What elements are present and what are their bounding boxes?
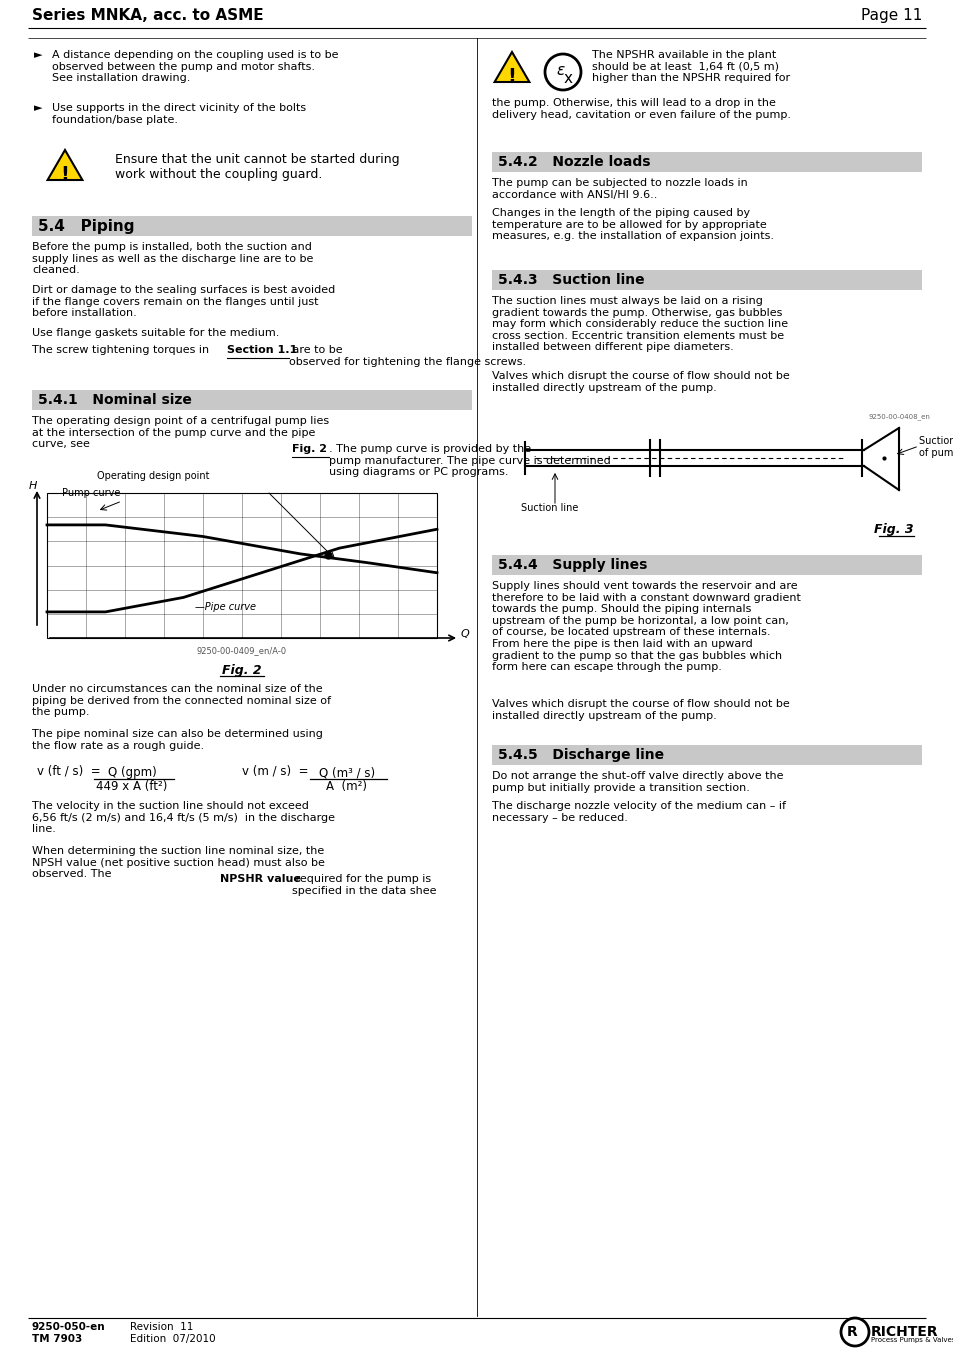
Text: 9250-00-0408_en: 9250-00-0408_en	[868, 413, 930, 420]
Text: Page 11: Page 11	[860, 8, 921, 23]
Text: The velocity in the suction line should not exceed
6,56 ft/s (2 m/s) and 16,4 ft: The velocity in the suction line should …	[32, 801, 335, 834]
Text: Revision  11: Revision 11	[130, 1323, 193, 1332]
Polygon shape	[48, 150, 82, 180]
Text: v (m / s)  =: v (m / s) =	[242, 765, 308, 778]
Text: Q (gpm): Q (gpm)	[108, 766, 156, 780]
Text: Changes in the length of the piping caused by
temperature are to be allowed for : Changes in the length of the piping caus…	[492, 208, 773, 242]
Bar	[32, 390, 472, 409]
Text: A distance depending on the coupling used is to be
observed between the pump and: A distance depending on the coupling use…	[52, 50, 338, 84]
Text: v (ft / s)  =: v (ft / s) =	[37, 765, 100, 778]
Text: required for the pump is
specified in the data shee: required for the pump is specified in th…	[292, 874, 436, 896]
Text: Pump curve—: Pump curve—	[62, 488, 130, 499]
Text: 9250-00-0409_en/A-0: 9250-00-0409_en/A-0	[196, 646, 287, 655]
Text: the pump. Otherwise, this will lead to a drop in the
delivery head, cavitation o: the pump. Otherwise, this will lead to a…	[492, 99, 790, 120]
Polygon shape	[494, 51, 529, 82]
Text: The operating design point of a centrifugal pump lies
at the intersection of the: The operating design point of a centrifu…	[32, 416, 329, 449]
Text: ε: ε	[556, 63, 563, 78]
Text: The screw tightening torques in: The screw tightening torques in	[32, 345, 213, 355]
Text: 5.4   Piping: 5.4 Piping	[38, 219, 134, 234]
Text: Valves which disrupt the course of flow should not be
installed directly upstrea: Valves which disrupt the course of flow …	[492, 698, 789, 720]
Text: The pipe nominal size can also be determined using
the flow rate as a rough guid: The pipe nominal size can also be determ…	[32, 730, 322, 751]
Text: —Pipe curve: —Pipe curve	[195, 601, 256, 612]
Text: When determining the suction line nominal size, the
NPSH value (net positive suc: When determining the suction line nomina…	[32, 846, 325, 880]
Text: Edition  07/2010: Edition 07/2010	[130, 1333, 215, 1344]
Text: Use supports in the direct vicinity of the bolts
foundation/base plate.: Use supports in the direct vicinity of t…	[52, 103, 306, 124]
Text: of pump: of pump	[918, 449, 953, 458]
Text: Q (m³ / s): Q (m³ / s)	[318, 766, 375, 780]
Text: Suction line: Suction line	[520, 503, 578, 513]
Text: H: H	[29, 481, 37, 490]
Text: 5.4.4   Supply lines: 5.4.4 Supply lines	[497, 558, 647, 571]
Text: . The pump curve is provided by the
pump manufacturer. The pipe curve is determi: . The pump curve is provided by the pump…	[329, 444, 610, 477]
Text: Section 1.1: Section 1.1	[227, 345, 297, 355]
Text: TM 7903: TM 7903	[32, 1333, 82, 1344]
Text: 5.4.3   Suction line: 5.4.3 Suction line	[497, 273, 644, 286]
Text: !: !	[507, 68, 516, 86]
Text: R: R	[845, 1325, 857, 1339]
Text: The pump can be subjected to nozzle loads in
accordance with ANSI/HI 9.6..: The pump can be subjected to nozzle load…	[492, 178, 747, 200]
Text: The NPSHR available in the plant
should be at least  1,64 ft (0,5 m)
higher than: The NPSHR available in the plant should …	[592, 50, 789, 84]
Text: Q: Q	[460, 630, 469, 639]
Bar	[492, 744, 921, 765]
Text: Do not arrange the shut-off valve directly above the
pump but initially provide : Do not arrange the shut-off valve direct…	[492, 771, 782, 793]
Text: NPSHR value: NPSHR value	[220, 874, 300, 884]
Bar	[47, 493, 436, 638]
Text: Under no circumstances can the nominal size of the
piping be derived from the co: Under no circumstances can the nominal s…	[32, 684, 331, 717]
Bar	[490, 408, 923, 517]
Text: The discharge nozzle velocity of the medium can – if
necessary – be reduced.: The discharge nozzle velocity of the med…	[492, 801, 785, 823]
Text: A  (m²): A (m²)	[326, 780, 367, 793]
Bar	[492, 153, 921, 172]
Text: x: x	[563, 72, 573, 86]
Text: are to be
observed for tightening the flange screws.: are to be observed for tightening the fl…	[289, 345, 525, 366]
Text: Series MNKA, acc. to ASME: Series MNKA, acc. to ASME	[32, 8, 263, 23]
Text: The suction lines must always be laid on a rising
gradient towards the pump. Oth: The suction lines must always be laid on…	[492, 296, 787, 353]
Text: !: !	[60, 166, 70, 185]
Text: Ensure that the unit cannot be started during
work without the coupling guard.: Ensure that the unit cannot be started d…	[115, 153, 399, 181]
Text: Process Pumps & Valves: Process Pumps & Valves	[870, 1337, 953, 1343]
Bar	[492, 270, 921, 290]
Text: Fig. 2: Fig. 2	[292, 444, 327, 454]
Text: Dirt or damage to the sealing surfaces is best avoided
if the flange covers rema: Dirt or damage to the sealing surfaces i…	[32, 285, 335, 319]
Text: 449 x A (ft²): 449 x A (ft²)	[96, 780, 168, 793]
Text: Fig. 3: Fig. 3	[874, 523, 913, 536]
Text: Fig. 2: Fig. 2	[222, 663, 261, 677]
Text: 5.4.5   Discharge line: 5.4.5 Discharge line	[497, 748, 663, 762]
Text: 5.4.2   Nozzle loads: 5.4.2 Nozzle loads	[497, 155, 650, 169]
Text: ►: ►	[34, 103, 43, 113]
Text: Suction nozzle: Suction nozzle	[918, 436, 953, 446]
Text: 5.4.1   Nominal size: 5.4.1 Nominal size	[38, 393, 192, 407]
Text: Supply lines should vent towards the reservoir and are
therefore to be laid with: Supply lines should vent towards the res…	[492, 581, 800, 673]
Text: Before the pump is installed, both the suction and
supply lines as well as the d: Before the pump is installed, both the s…	[32, 242, 313, 276]
Text: Operating design point: Operating design point	[97, 471, 210, 481]
Text: ►: ►	[34, 50, 43, 59]
Text: Use flange gaskets suitable for the medium.: Use flange gaskets suitable for the medi…	[32, 328, 279, 338]
Text: Valves which disrupt the course of flow should not be
installed directly upstrea: Valves which disrupt the course of flow …	[492, 372, 789, 393]
Bar	[32, 216, 472, 236]
Bar	[492, 555, 921, 576]
Text: RICHTER: RICHTER	[870, 1325, 938, 1339]
Text: 9250-050-en: 9250-050-en	[32, 1323, 106, 1332]
